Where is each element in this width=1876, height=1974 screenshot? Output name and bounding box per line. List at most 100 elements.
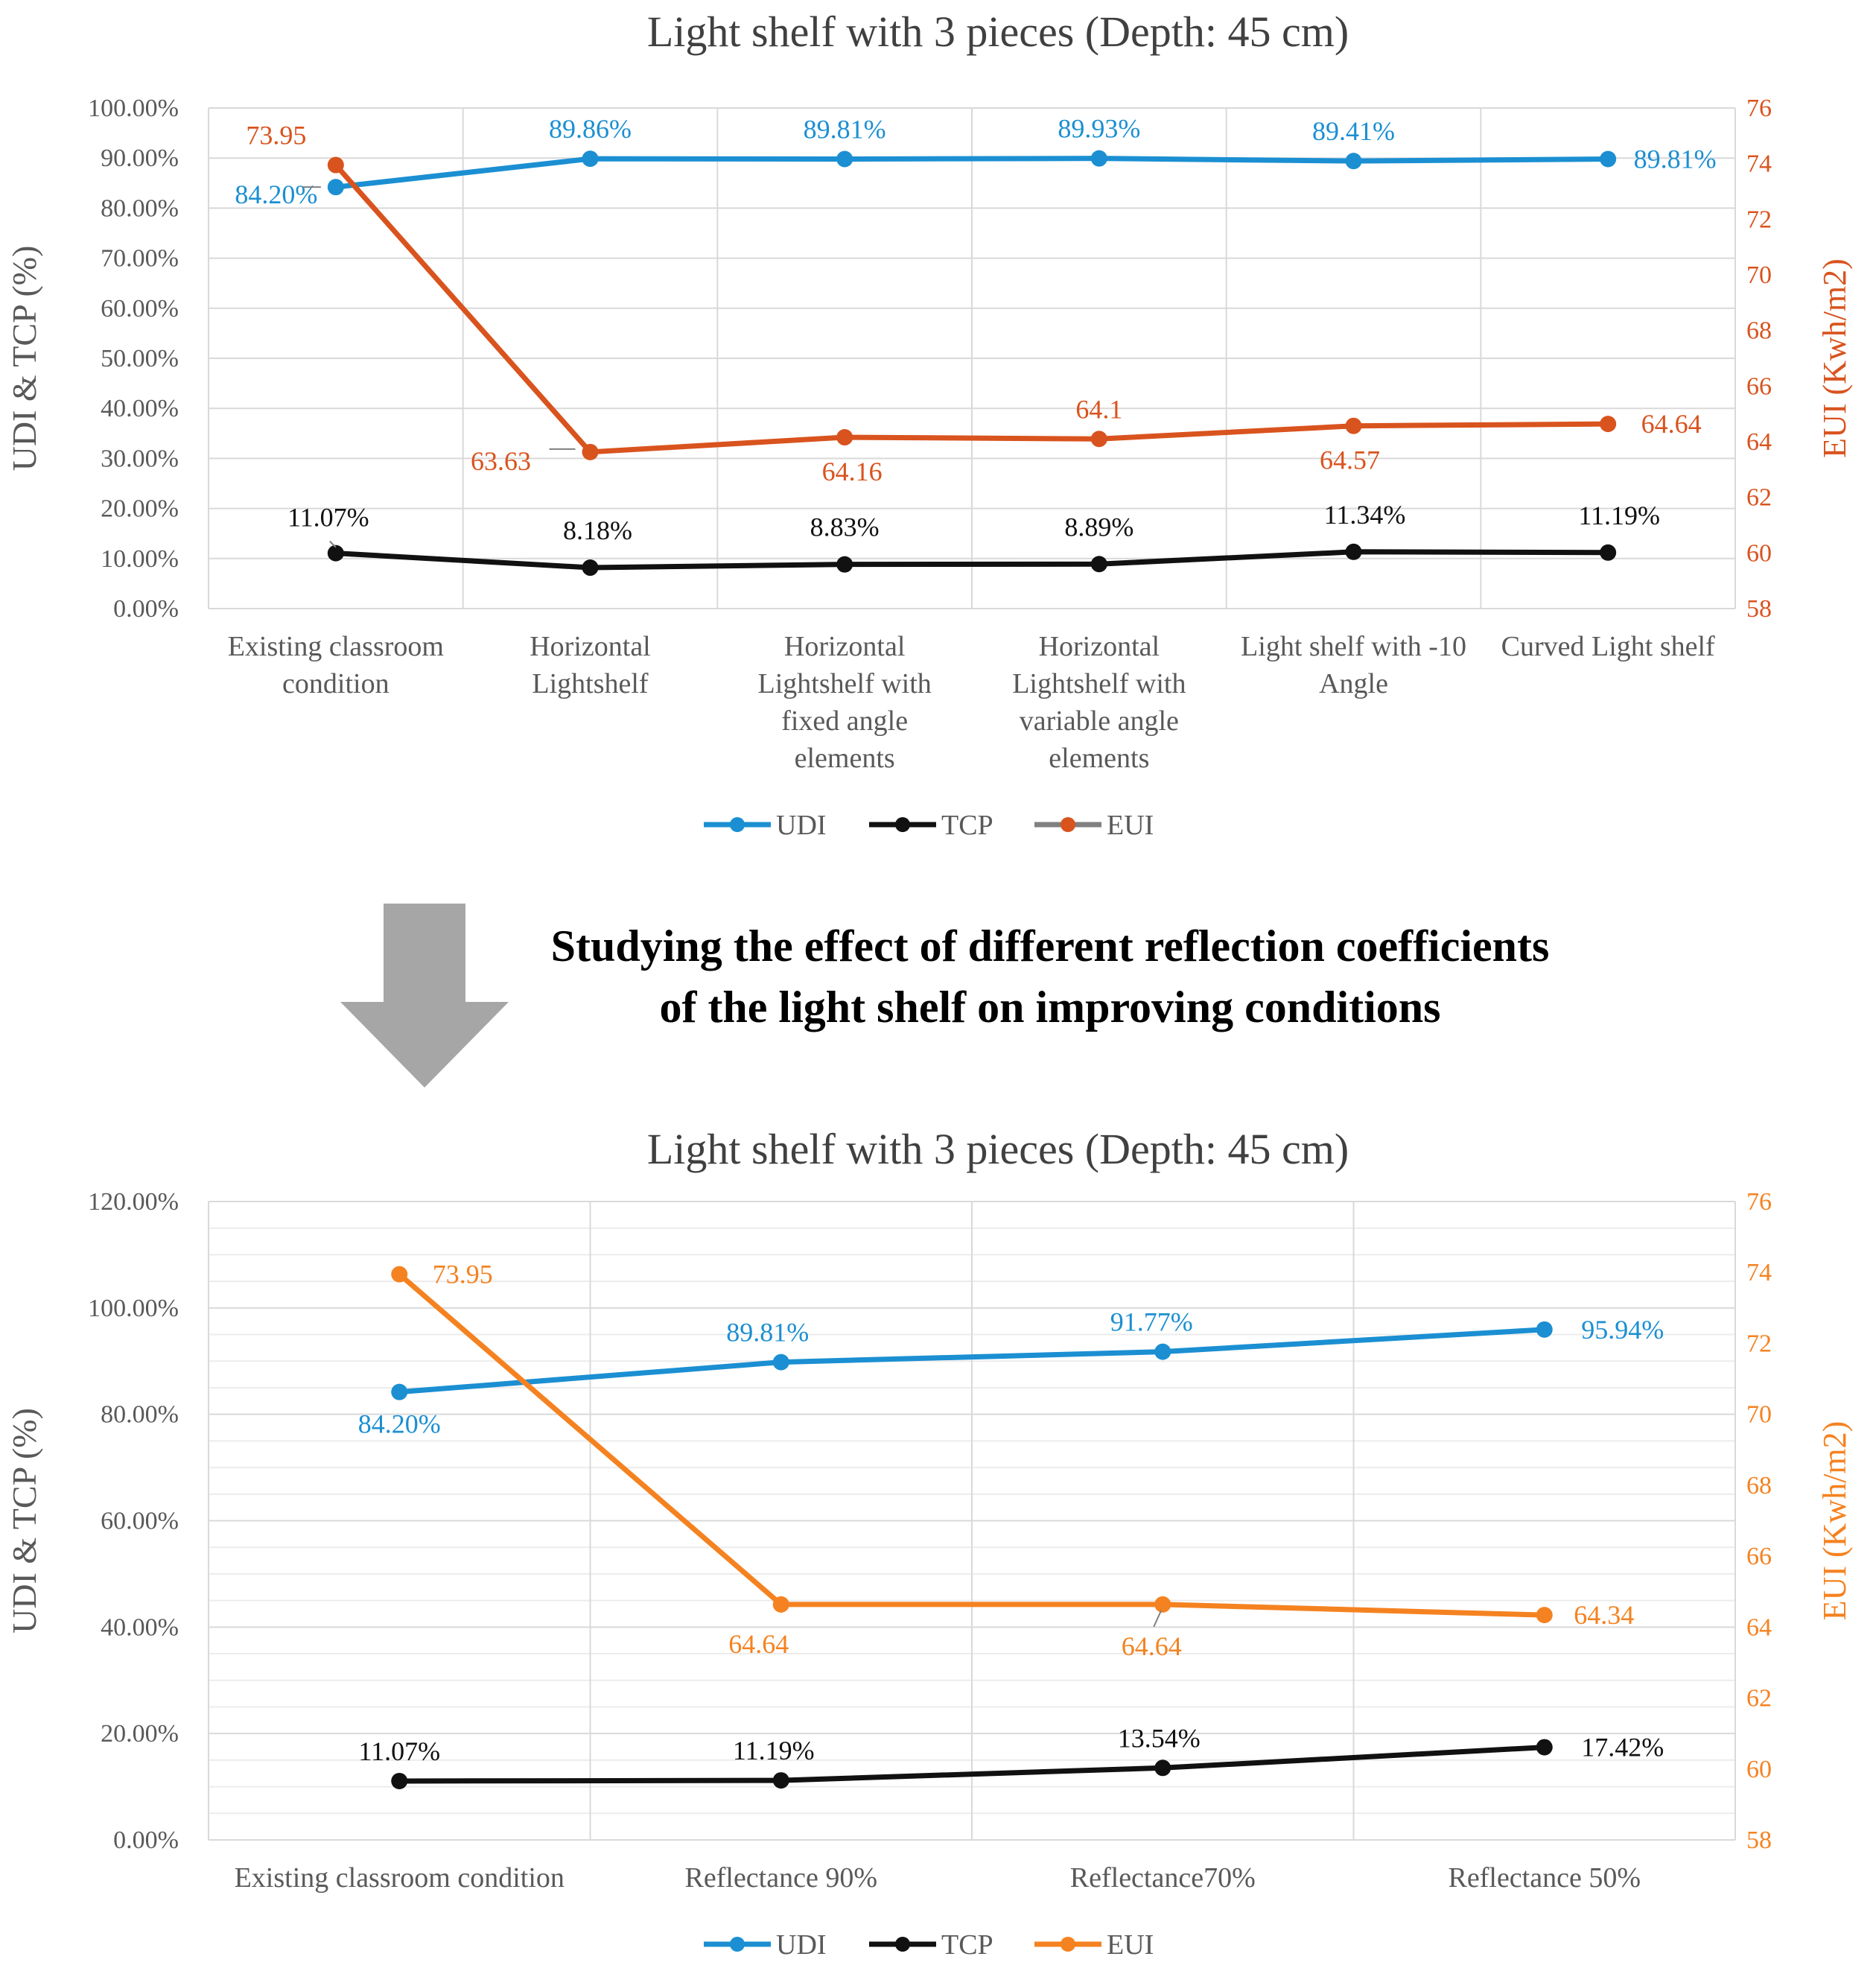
chart-title: Light shelf with 3 pieces (Depth: 45 cm) (647, 7, 1349, 56)
y-tick-label: 40.00% (101, 1613, 179, 1641)
data-label-eui: 64.64 (1641, 409, 1702, 439)
y-tick-label: 120.00% (88, 1188, 179, 1216)
data-label-tcp: 8.83% (810, 512, 880, 542)
data-label-eui: 73.95 (246, 121, 306, 150)
leader-line (1153, 1610, 1163, 1628)
data-label-tcp: 17.42% (1581, 1733, 1664, 1762)
series-line-eui (397, 1272, 1545, 1618)
data-point-eui (1090, 431, 1107, 448)
y2-tick-label: 68 (1746, 317, 1772, 345)
y-tick-label: 0.00% (113, 595, 179, 623)
y2-axis-title: EUI (Kwh/m2) (1816, 1421, 1853, 1621)
data-point-udi (327, 179, 344, 196)
y-tick-label: 100.00% (88, 1295, 179, 1322)
legend-label-tcp: TCP (941, 810, 993, 841)
leader-line (329, 540, 337, 548)
category-label: Angle (1319, 668, 1388, 699)
category-label: Curved Light shelf (1501, 631, 1715, 662)
y-axis-title: UDI & TCP (%) (5, 246, 43, 472)
data-label-eui: 64.64 (728, 1629, 789, 1659)
y2-tick-label: 66 (1746, 1543, 1772, 1570)
y-tick-label: 80.00% (101, 194, 179, 222)
y2-tick-label: 66 (1746, 372, 1772, 400)
y-tick-label: 20.00% (101, 1720, 179, 1748)
data-point-tcp (836, 556, 853, 573)
y-tick-label: 30.00% (101, 445, 179, 472)
data-point-eui (391, 1266, 408, 1283)
y-tick-label: 40.00% (101, 395, 179, 422)
data-point-eui (327, 156, 344, 174)
data-label-tcp: 8.18% (563, 515, 632, 545)
category-label: Reflectance70% (1070, 1862, 1256, 1894)
data-label-udi: 89.41% (1312, 116, 1395, 146)
y-tick-label: 60.00% (101, 295, 179, 323)
transition-text-line1: Studying the effect of different reflect… (551, 921, 1550, 971)
y2-tick-label: 70 (1746, 1401, 1772, 1429)
data-label-tcp: 11.07% (358, 1736, 440, 1766)
data-label-tcp: 11.19% (1578, 501, 1660, 530)
transition-text-line2: of the light shelf on improving conditio… (659, 983, 1440, 1032)
category-label: Lightshelf with (1012, 668, 1186, 699)
data-point-eui (772, 1596, 789, 1613)
y-tick-label: 100.00% (88, 95, 179, 122)
y2-tick-label: 64 (1746, 1613, 1772, 1641)
category-label: Horizontal (530, 631, 651, 662)
legend-swatch-marker (895, 1937, 910, 1952)
series-line-tcp (399, 1745, 1545, 1784)
y-tick-label: 80.00% (101, 1401, 179, 1429)
data-point-tcp (1600, 544, 1617, 561)
legend-swatch-marker (895, 817, 910, 832)
y2-tick-label: 58 (1746, 1827, 1772, 1854)
data-label-tcp: 8.89% (1064, 512, 1133, 542)
data-label-eui: 63.63 (471, 446, 531, 476)
data-point-tcp (1345, 543, 1362, 560)
data-point-tcp (1090, 556, 1107, 573)
data-label-eui: 64.1 (1075, 394, 1122, 424)
chart-top: Light shelf with 3 pieces (Depth: 45 cm)… (5, 7, 1853, 841)
category-label: variable angle (1020, 705, 1179, 737)
data-label-tcp: 13.54% (1118, 1723, 1201, 1753)
y-tick-label: 70.00% (101, 245, 179, 273)
data-point-udi (582, 150, 599, 168)
y-tick-label: 20.00% (101, 495, 179, 523)
series-line-eui (334, 163, 1609, 455)
data-label-tcp: 11.19% (733, 1736, 815, 1765)
y-tick-label: 10.00% (101, 545, 179, 573)
category-label: fixed angle (781, 705, 908, 737)
category-label: Reflectance 90% (685, 1862, 877, 1894)
legend-label-tcp: TCP (941, 1929, 993, 1961)
legend-swatch-marker (730, 817, 745, 832)
data-label-udi: 89.81% (726, 1318, 809, 1348)
y2-tick-label: 72 (1746, 206, 1772, 233)
data-label-eui: 64.64 (1122, 1631, 1182, 1661)
data-label-udi: 95.94% (1581, 1315, 1664, 1345)
y2-tick-label: 58 (1746, 595, 1772, 623)
chart-title: Light shelf with 3 pieces (Depth: 45 cm) (647, 1125, 1349, 1173)
legend-label-udi: UDI (776, 810, 827, 841)
data-label-udi: 84.20% (235, 180, 317, 209)
data-point-tcp (1536, 1739, 1553, 1756)
y2-tick-label: 70 (1746, 261, 1772, 289)
data-label-tcp: 11.07% (287, 503, 369, 533)
data-label-udi: 91.77% (1110, 1307, 1193, 1337)
data-point-eui (1345, 417, 1362, 434)
data-point-udi (1345, 153, 1362, 170)
data-point-udi (1154, 1343, 1171, 1360)
data-point-tcp (1154, 1759, 1171, 1777)
data-label-udi: 89.81% (804, 114, 886, 144)
y2-tick-label: 76 (1746, 1188, 1772, 1216)
data-label-udi: 89.93% (1058, 114, 1140, 144)
category-label: Lightshelf with (758, 668, 932, 699)
y-tick-label: 60.00% (101, 1508, 179, 1535)
y-tick-label: 50.00% (101, 345, 179, 372)
y2-tick-label: 62 (1746, 484, 1772, 512)
y2-tick-label: 62 (1746, 1685, 1772, 1713)
data-point-udi (836, 150, 853, 168)
y2-tick-label: 68 (1746, 1472, 1772, 1499)
data-label-eui: 64.34 (1574, 1600, 1634, 1630)
category-label: elements (795, 743, 895, 774)
category-label: Light shelf with -10 (1241, 631, 1466, 662)
y2-tick-label: 64 (1746, 428, 1772, 456)
data-point-eui (836, 429, 853, 446)
